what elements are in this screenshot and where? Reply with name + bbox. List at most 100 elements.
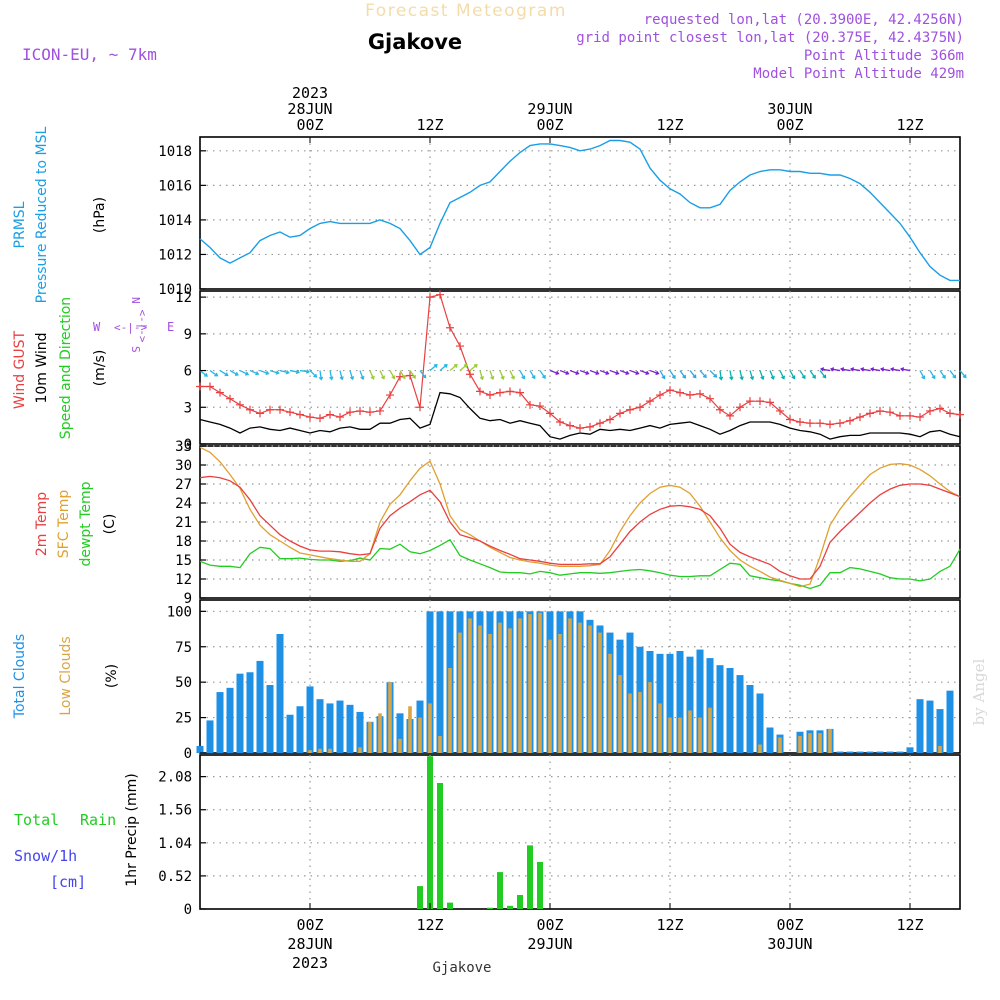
- low-clouds-bar: [568, 618, 572, 753]
- wind-gust-marker: [286, 408, 294, 417]
- total-clouds-bar: [236, 673, 244, 753]
- wind-gust-marker: [776, 406, 784, 415]
- wind-arrow: [799, 370, 806, 379]
- wind-arrow: [729, 370, 733, 380]
- precip-label-unit: 1hr Precip (mm): [124, 773, 140, 886]
- ytick-label-wind: 6: [184, 364, 192, 380]
- wind-arrow: [199, 370, 208, 377]
- ytick-label-precip: 1.56: [158, 803, 192, 819]
- wind-arrow: [449, 364, 458, 372]
- wind-label-unit: (m/s): [92, 350, 108, 387]
- wind-arrow-head: [275, 370, 280, 375]
- ytick-label-clouds: 25: [175, 711, 192, 727]
- low-clouds-bar: [408, 706, 412, 753]
- wind-gust-line: [200, 293, 961, 429]
- wind-arrow-head: [952, 374, 957, 379]
- wind-gust-marker: [506, 387, 514, 396]
- total-clouds-bar: [296, 706, 304, 753]
- wind-arrow-head: [575, 370, 580, 376]
- compass-west: W: [93, 320, 101, 334]
- wind-gust-marker: [896, 411, 904, 420]
- low-clouds-bar: [308, 750, 312, 753]
- compass-north: N: [129, 297, 142, 304]
- ytick-label-temp: 18: [175, 534, 192, 550]
- wind-gust-marker: [676, 388, 684, 397]
- wind-arrow-head: [318, 376, 324, 381]
- total-clouds-bar: [896, 751, 904, 753]
- time-label-top: 00Z: [296, 116, 323, 134]
- wind-gust-marker: [946, 409, 954, 418]
- clouds-label-unit: (%): [104, 664, 120, 688]
- ytick-label-temp: 30: [175, 458, 192, 474]
- total-clouds-bar: [326, 703, 334, 753]
- wind-arrow: [209, 370, 218, 377]
- wind-arrow-head: [655, 370, 660, 376]
- total-clouds-bar: [686, 656, 694, 753]
- time-label-top: 28JUN: [287, 100, 332, 118]
- low-clouds-bar: [458, 632, 462, 753]
- model-label: ICON-EU, ~ 7km: [22, 45, 157, 64]
- wind-gust-marker: [626, 405, 634, 414]
- wind-arrow: [669, 370, 676, 379]
- low-clouds-bar: [648, 682, 652, 753]
- ytick-label-clouds: 0: [184, 746, 192, 762]
- wind-arrow-head: [453, 364, 458, 368]
- wind-gust-marker: [686, 391, 694, 400]
- wind-arrow: [709, 370, 717, 378]
- wind-arrow-head: [820, 367, 825, 372]
- wind-arrow-head: [921, 375, 926, 380]
- wind-arrow-head: [739, 376, 744, 381]
- total-clouds-bar: [706, 658, 714, 753]
- info-grid-point: grid point closest lon,lat (20.375E, 42.…: [576, 30, 964, 46]
- time-label-top: 29JUN: [527, 100, 572, 118]
- total-clouds-bar: [836, 751, 844, 753]
- wind-gust-marker: [336, 413, 344, 422]
- rain-bar: [427, 756, 433, 909]
- time-label-bottom: 00Z: [776, 916, 803, 934]
- wind-gust-marker: [306, 413, 314, 422]
- wind-gust-marker: [846, 416, 854, 425]
- wind-arrow: [949, 370, 956, 379]
- wind-arrow-head: [661, 375, 666, 380]
- wind-arrow-head: [702, 374, 707, 379]
- low-clouds-bar: [588, 625, 592, 753]
- wind-arrow: [509, 370, 515, 379]
- wind-gust-marker: [326, 410, 334, 419]
- precip-bars: [417, 756, 543, 909]
- low-clouds-bar: [698, 717, 702, 753]
- wind-arrow-head: [531, 375, 536, 380]
- wind-arrow: [789, 370, 795, 379]
- total-clouds-bar: [926, 700, 934, 753]
- total-clouds-bar: [746, 685, 754, 753]
- rain-bar: [447, 902, 453, 909]
- panel-frame-wind: [199, 290, 961, 445]
- time-label-bottom: 30JUN: [767, 935, 812, 953]
- total-clouds-bar: [716, 665, 724, 753]
- wind-arrow-head: [339, 376, 344, 381]
- wind-arrow-head: [585, 370, 590, 376]
- wind-arrow-head: [565, 370, 570, 376]
- ytick-label-temp: 24: [175, 496, 192, 512]
- wind-gust-marker: [766, 398, 774, 407]
- wind-arrow: [619, 369, 629, 375]
- low-clouds-bar: [818, 733, 822, 753]
- wind-arrow: [349, 370, 354, 380]
- low-clouds-bar: [428, 703, 432, 753]
- panel-frame-temp: [199, 445, 961, 599]
- total-clouds-bar: [206, 720, 214, 753]
- wind-arrow: [841, 368, 851, 372]
- time-label-top: 12Z: [656, 116, 683, 134]
- tick-labels: 1010 1012 1014 1016 1018 0 3 6 9 12 9 12 15 18 21 24 27 3…: [158, 144, 206, 918]
- total-clouds-bar: [906, 747, 914, 753]
- ytick-label-precip: 0.52: [158, 869, 192, 885]
- wind-arrow-head: [295, 369, 300, 375]
- wind-gust-marker: [606, 415, 614, 424]
- wind-arrow: [809, 370, 816, 379]
- low-clouds-bar: [628, 693, 632, 753]
- wind-arrow: [539, 370, 546, 379]
- panel-gridlines: [200, 137, 960, 909]
- total-clouds-bar: [666, 653, 674, 753]
- wind-arrow-head: [521, 375, 526, 380]
- wind-gust-marker: [526, 400, 534, 409]
